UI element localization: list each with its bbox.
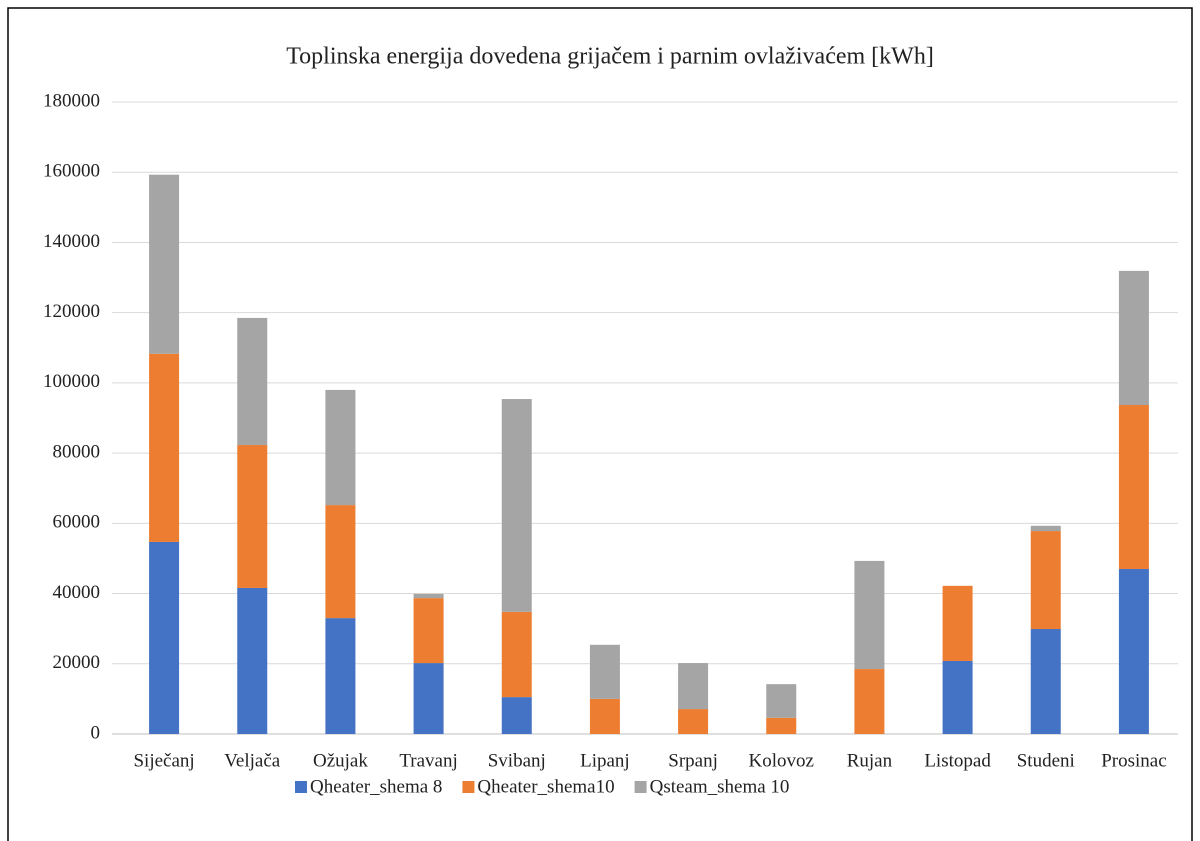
bar-segment xyxy=(413,593,444,599)
bar-segment xyxy=(413,663,444,734)
legend-label: Qheater_shema10 xyxy=(477,776,614,797)
y-tick-label: 100000 xyxy=(43,371,100,392)
y-tick-label: 140000 xyxy=(43,231,100,252)
x-tick-label: Studeni xyxy=(1017,750,1075,771)
y-tick-label: 60000 xyxy=(53,512,101,533)
bar-segment xyxy=(589,698,620,734)
bar-segment xyxy=(678,709,709,734)
x-tick-label: Siječanj xyxy=(133,750,194,771)
bar-segment xyxy=(942,660,973,734)
bar-segment xyxy=(501,611,532,698)
bar-segment xyxy=(237,317,268,446)
x-tick-label: Prosinac xyxy=(1101,750,1166,771)
y-tick-label: 160000 xyxy=(43,161,100,182)
bar-segment xyxy=(678,663,709,710)
x-tick-label: Travanj xyxy=(399,750,457,771)
x-tick-label: Listopad xyxy=(924,750,991,771)
legend-swatch xyxy=(462,781,475,793)
y-tick-label: 80000 xyxy=(53,441,101,462)
bar-segment xyxy=(1030,525,1061,532)
bar-segment xyxy=(237,445,268,588)
bar-segment xyxy=(325,505,356,619)
bar-segment xyxy=(413,598,444,664)
frame xyxy=(7,7,1193,841)
bar-segment xyxy=(1118,568,1149,734)
x-tick-label: Svibanj xyxy=(488,750,546,771)
bar-segment xyxy=(501,697,532,734)
y-tick-label: 120000 xyxy=(43,301,100,322)
bar-segment xyxy=(766,717,797,734)
bar-segment xyxy=(1118,405,1149,569)
bar-segment xyxy=(1030,629,1061,734)
y-tick-label: 180000 xyxy=(43,90,100,111)
bar-segment xyxy=(942,585,973,661)
x-tick-label: Ožujak xyxy=(313,750,368,771)
chart-title: Toplinska energija dovedena grijačem i p… xyxy=(286,44,934,70)
legend-label: Qheater_shema 8 xyxy=(310,776,442,797)
legend-label: Qsteam_shema 10 xyxy=(650,776,790,797)
bar-segment xyxy=(501,399,532,612)
y-tick-label: 0 xyxy=(91,722,101,743)
x-tick-label: Veljača xyxy=(224,750,280,771)
legend-swatch xyxy=(295,781,307,793)
bar-segment xyxy=(149,353,180,542)
bar-segment xyxy=(237,587,268,734)
legend-swatch xyxy=(634,781,647,793)
bar-segment xyxy=(1118,270,1149,406)
bar-segment xyxy=(854,669,885,734)
x-tick-label: Rujan xyxy=(847,750,893,771)
bar-segment xyxy=(1030,531,1061,630)
bar-segment xyxy=(854,560,885,670)
bar-segment xyxy=(149,174,180,354)
x-tick-label: Kolovoz xyxy=(749,750,814,771)
y-tick-label: 20000 xyxy=(53,652,101,673)
bar-segment xyxy=(766,684,797,718)
bar-segment xyxy=(589,644,620,699)
x-tick-label: Lipanj xyxy=(580,750,630,771)
x-tick-label: Srpanj xyxy=(668,750,718,771)
bar-segment xyxy=(325,389,356,506)
y-tick-label: 40000 xyxy=(53,582,101,603)
bar-segment xyxy=(325,618,356,734)
bar-segment xyxy=(149,541,180,734)
